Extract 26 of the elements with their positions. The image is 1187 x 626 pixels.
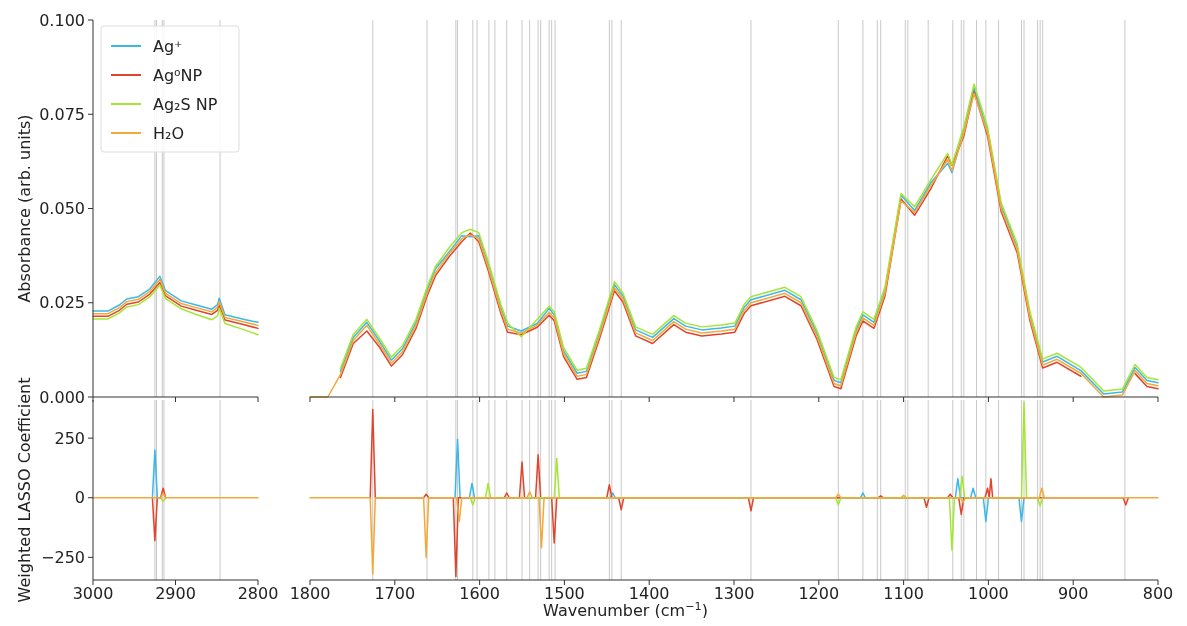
- x-tick-label: 900: [1057, 584, 1089, 603]
- x-tick-label: 1100: [883, 584, 924, 603]
- y-tick-label: 250: [54, 428, 85, 448]
- x-tick-label: 800: [1142, 584, 1174, 603]
- x-tick-label: 1000: [968, 584, 1009, 603]
- y-tick-label: 0: [74, 488, 85, 508]
- legend-label: Ag₂S NP: [153, 94, 218, 114]
- x-tick-label: 2800: [237, 584, 279, 603]
- y-axis-title: Weighted LASSO Coefficient: [15, 377, 34, 603]
- x-tick-label: 3000: [72, 584, 114, 603]
- legend-label: Ag⁰NP: [153, 65, 203, 85]
- x-tick-label: 1200: [798, 584, 840, 603]
- x-tick-label: 1800: [289, 584, 331, 603]
- y-tick-label: 0.100: [39, 10, 85, 30]
- y-axis-title: Absorbance (arb. units): [15, 114, 34, 303]
- y-tick-label: −250: [41, 547, 85, 567]
- x-tick-label: 1600: [459, 584, 500, 603]
- y-tick-label: 0.050: [39, 199, 85, 219]
- x-tick-label: 1700: [374, 584, 416, 603]
- y-tick-label: 0.000: [39, 387, 85, 407]
- x-tick-label: 1300: [713, 584, 755, 603]
- x-tick-label: 2900: [155, 584, 196, 603]
- y-tick-label: 0.025: [39, 293, 85, 313]
- legend-label: Ag⁺: [153, 36, 183, 56]
- legend-label: H₂O: [153, 123, 185, 143]
- y-tick-label: 0.075: [39, 104, 85, 124]
